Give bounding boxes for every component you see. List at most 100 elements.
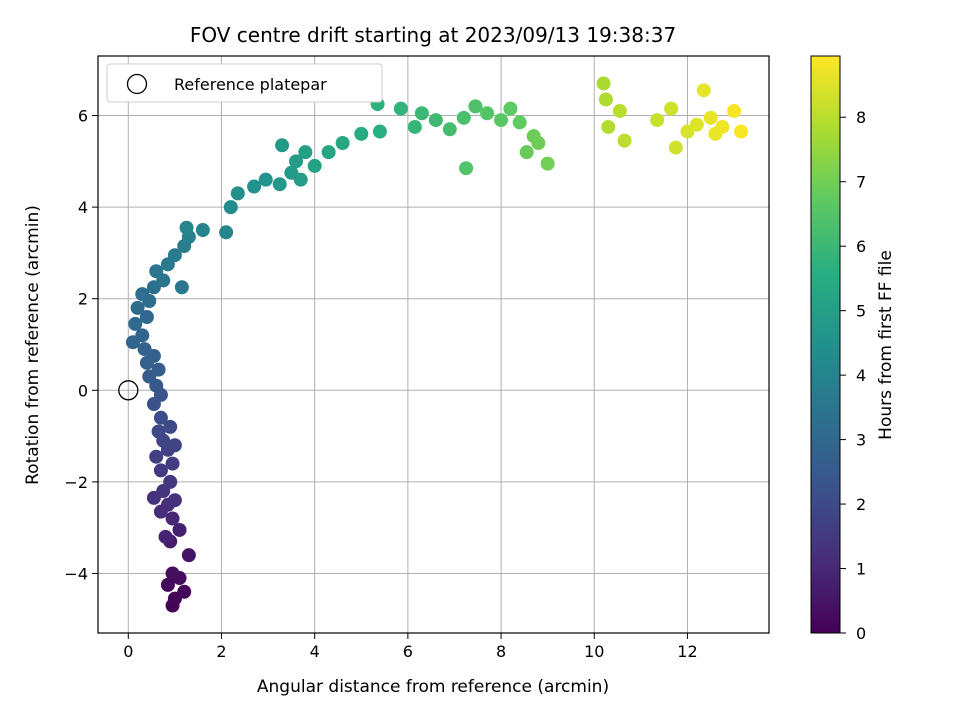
- data-point: [428, 113, 443, 128]
- reference-marker: [118, 380, 139, 401]
- data-point: [177, 584, 192, 599]
- data-point: [503, 101, 518, 116]
- data-point: [298, 145, 313, 160]
- data-point: [617, 133, 632, 148]
- colorbar-tick-label: 5: [856, 302, 866, 321]
- data-point: [703, 110, 718, 125]
- data-point: [272, 177, 287, 192]
- data-point: [130, 300, 145, 315]
- x-axis-ticks: 0 2 4 6 8 10 12: [123, 633, 698, 661]
- data-point: [442, 122, 457, 137]
- data-point: [167, 248, 182, 263]
- data-point: [414, 106, 429, 121]
- data-point: [139, 310, 154, 325]
- data-point: [727, 103, 742, 118]
- data-point: [153, 410, 168, 425]
- data-point: [468, 99, 483, 114]
- legend: Reference platepar: [106, 63, 383, 103]
- data-point: [668, 140, 683, 155]
- data-point: [531, 136, 546, 151]
- data-point: [165, 566, 180, 581]
- y-tick-label: 2: [78, 290, 88, 309]
- colorbar-tick-label: 1: [856, 560, 866, 579]
- y-tick-label: 4: [78, 198, 88, 217]
- data-point: [128, 316, 143, 331]
- x-tick-label: 2: [216, 642, 226, 661]
- data-point: [596, 76, 611, 91]
- data-point: [650, 113, 665, 128]
- data-point: [160, 577, 175, 592]
- x-tick-label: 8: [496, 642, 506, 661]
- data-point: [137, 342, 152, 357]
- data-point: [456, 110, 471, 125]
- data-point: [734, 124, 749, 139]
- data-point: [247, 179, 262, 194]
- data-point: [540, 156, 555, 171]
- data-point: [598, 92, 613, 107]
- data-point: [715, 119, 730, 134]
- y-axis-label: Rotation from reference (arcmin): [23, 205, 43, 485]
- data-point: [165, 511, 180, 526]
- colorbar-label: Hours from first FF file: [876, 250, 896, 440]
- data-point: [151, 362, 166, 377]
- data-point: [335, 136, 350, 151]
- colorbar-tick-label: 8: [856, 108, 866, 127]
- data-point: [393, 101, 408, 116]
- data-point: [219, 225, 234, 240]
- colorbar-ticks: 0 1 2 3 4 5 6 7 8: [840, 108, 866, 643]
- data-point: [135, 328, 150, 343]
- colorbar: 0 1 2 3 4 5 6 7 8 Hours from first FF file: [810, 55, 896, 643]
- data-point: [494, 113, 509, 128]
- x-tick-label: 10: [584, 642, 604, 661]
- data-point: [195, 223, 210, 238]
- data-point: [407, 119, 422, 134]
- data-point: [167, 493, 182, 508]
- data-point: [480, 106, 495, 121]
- legend-box: [106, 63, 383, 103]
- y-tick-label: 0: [78, 381, 88, 400]
- colorbar-gradient: [810, 55, 841, 634]
- legend-entry-label: Reference platepar: [174, 75, 327, 94]
- colorbar-tick-label: 7: [856, 173, 866, 192]
- data-point: [167, 438, 182, 453]
- data-point: [689, 117, 704, 132]
- data-point: [135, 287, 150, 302]
- y-tick-label: −2: [64, 473, 88, 492]
- legend-marker-circle: [126, 73, 148, 95]
- data-point: [293, 172, 308, 187]
- data-point: [165, 456, 180, 471]
- data-point: [275, 138, 290, 153]
- data-point: [149, 449, 164, 464]
- data-point: [459, 161, 474, 176]
- data-point: [223, 200, 238, 215]
- data-point: [172, 522, 187, 537]
- x-tick-label: 12: [677, 642, 697, 661]
- data-point: [612, 103, 627, 118]
- data-point: [289, 154, 304, 169]
- y-tick-label: 6: [78, 107, 88, 126]
- colorbar-tick-label: 3: [856, 431, 866, 450]
- data-point: [372, 124, 387, 139]
- colorbar-tick-label: 0: [856, 624, 866, 643]
- data-point: [321, 145, 336, 160]
- data-point: [149, 264, 164, 279]
- x-tick-label: 6: [403, 642, 413, 661]
- plot-frame: [97, 55, 770, 634]
- data-point: [512, 115, 527, 130]
- data-point: [151, 424, 166, 439]
- data-point: [258, 172, 273, 187]
- data-point: [181, 548, 196, 563]
- data-point: [664, 101, 679, 116]
- data-point: [230, 186, 245, 201]
- data-point: [601, 119, 616, 134]
- x-tick-label: 0: [123, 642, 133, 661]
- data-point: [163, 419, 178, 434]
- data-point: [158, 529, 173, 544]
- scatter-points: [125, 76, 749, 613]
- data-point: [153, 463, 168, 478]
- grid: [98, 56, 769, 633]
- data-point: [174, 280, 189, 295]
- data-point: [696, 83, 711, 98]
- data-point: [307, 158, 322, 173]
